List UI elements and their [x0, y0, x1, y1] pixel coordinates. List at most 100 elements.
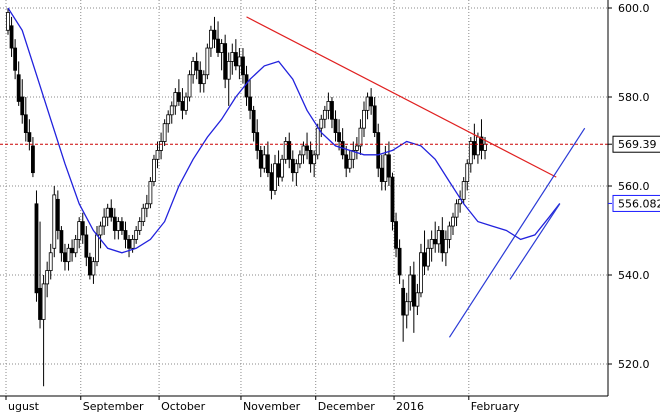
candle-body-up [315, 127, 320, 156]
candle-body-down [120, 221, 124, 231]
y-tick-label: 600.0 [618, 2, 650, 15]
candle [123, 221, 128, 249]
candle-body-down [330, 101, 334, 120]
candle [248, 79, 252, 120]
candle [166, 110, 171, 133]
candle-body-up [351, 149, 356, 160]
candle [233, 39, 238, 71]
candle [141, 203, 146, 227]
candle-body-down [20, 96, 25, 116]
candle-body-up [404, 301, 409, 316]
candle [84, 226, 89, 267]
candle [180, 88, 185, 120]
candle-body-up [447, 225, 452, 240]
axis-frame [0, 0, 609, 397]
candle-body-down [337, 132, 341, 142]
candle [429, 230, 434, 262]
candle [433, 221, 438, 253]
candle-body-up [429, 238, 434, 249]
candle-body-up [294, 163, 299, 174]
candle [187, 70, 192, 102]
candle [454, 199, 459, 227]
candle-body-up [169, 105, 174, 116]
candle [98, 221, 103, 249]
candle [443, 230, 448, 267]
candle-body-up [91, 261, 96, 276]
candle-body-up [465, 163, 470, 182]
candle [365, 92, 370, 120]
candle-body-up [162, 123, 167, 142]
y-tick-label: 540.0 [618, 269, 650, 282]
candle-body-up [95, 234, 99, 263]
candle-body-up [191, 61, 196, 76]
candle [397, 239, 402, 284]
candle [212, 16, 217, 49]
candle-body-down [176, 92, 181, 102]
candle-body-up [280, 158, 285, 178]
x-axis: ugust September October November December 201… [5, 396, 520, 412]
candle [63, 243, 67, 271]
candle-body-up [48, 252, 53, 271]
candle-body-up [426, 247, 430, 267]
candle-body-up [419, 252, 423, 294]
candle [134, 226, 139, 244]
candle [419, 243, 423, 298]
candle [351, 141, 356, 169]
candle [80, 212, 85, 244]
candle [155, 141, 160, 169]
candle [287, 132, 292, 169]
candle [173, 88, 178, 115]
candle [191, 56, 196, 84]
candle [159, 132, 163, 160]
candle [219, 39, 224, 71]
candle-body-down [440, 230, 445, 254]
y-tick-label: 520.0 [618, 358, 650, 371]
candle [45, 261, 50, 298]
candle [290, 150, 295, 182]
candle-body-down [411, 274, 416, 307]
candle-body-down [63, 252, 67, 263]
candle [404, 292, 409, 329]
candle-body-up [116, 221, 121, 231]
candle [91, 257, 96, 284]
x-tick-label: ugust [8, 400, 40, 412]
candle-body-down [109, 207, 114, 218]
candle-body-down [241, 56, 245, 76]
candle [137, 217, 142, 235]
candle [105, 203, 110, 227]
candle [27, 119, 32, 151]
y-tick-label: 560.0 [618, 180, 650, 193]
candle-body-up [354, 145, 359, 151]
candle-body-down [344, 154, 349, 169]
candle [408, 266, 413, 311]
candle-body-up [209, 29, 213, 49]
candle-body-down [70, 247, 74, 254]
candle [276, 150, 281, 186]
candle-body-down [433, 238, 438, 245]
candle-body-down [198, 69, 203, 85]
candle-body-down [123, 230, 128, 240]
candle [379, 154, 384, 191]
candle [251, 105, 256, 142]
candle-body-down [223, 43, 228, 80]
candle-body-up [301, 145, 306, 156]
candle-body-up [273, 163, 277, 191]
candle-body-up [358, 127, 363, 147]
candle [369, 88, 374, 115]
candle [184, 92, 188, 115]
candle-body-down [369, 96, 374, 107]
candle-body-up [436, 230, 441, 245]
y-tick-label: 580.0 [618, 91, 650, 104]
candle [312, 150, 317, 178]
candle-body-up [415, 292, 420, 307]
candle [230, 43, 235, 75]
candle [358, 119, 363, 155]
candle [347, 150, 352, 173]
candle [447, 221, 452, 249]
candle-body-up [159, 141, 163, 151]
candle-body-down [27, 132, 32, 142]
candle [102, 208, 107, 235]
candle-body-down [387, 154, 391, 178]
candle [401, 279, 406, 342]
